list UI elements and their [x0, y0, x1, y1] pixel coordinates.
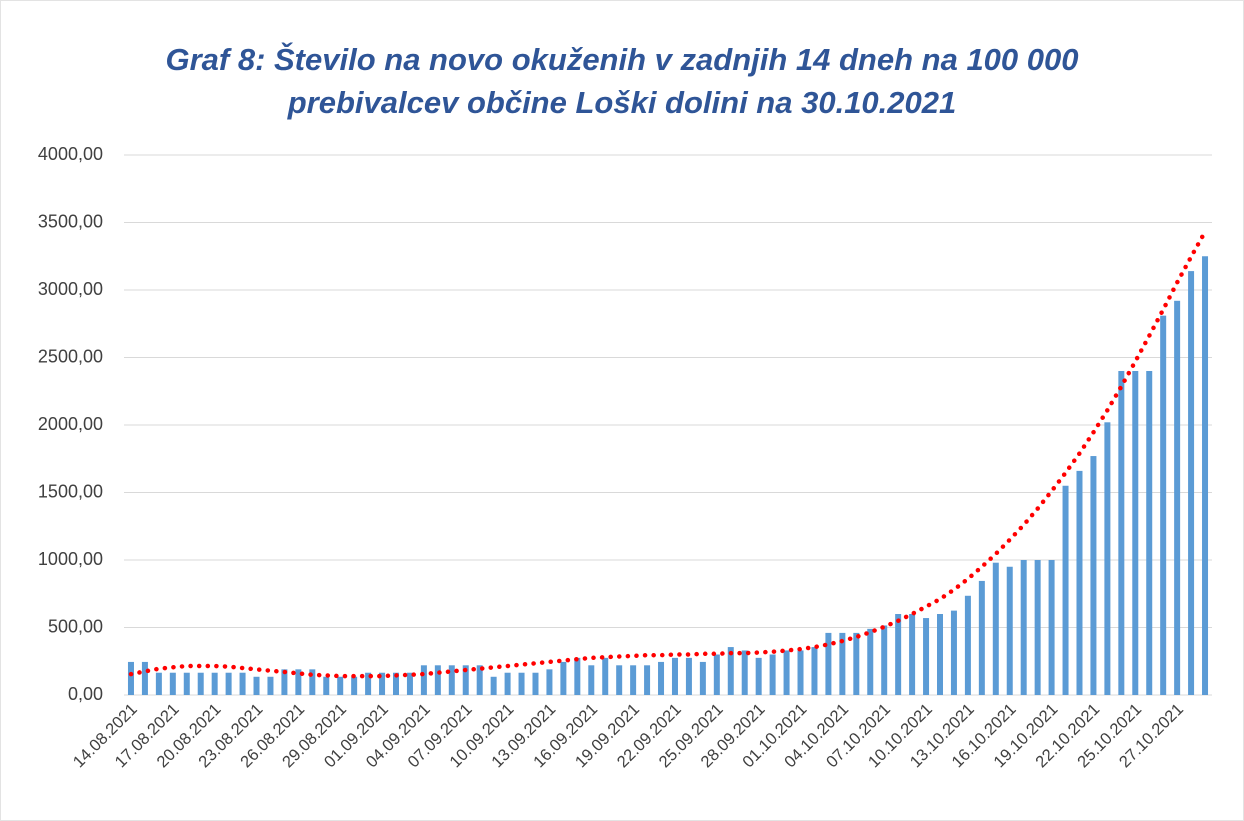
bar: [783, 650, 790, 695]
bar: [1020, 560, 1027, 695]
bar: [797, 650, 804, 695]
chart-title: prebivalcev občine Loški dolini na 30.10…: [287, 85, 957, 120]
y-tick-label: 1000,00: [38, 549, 103, 569]
bar: [365, 672, 372, 695]
chart-title: Graf 8: Število na novo okuženih v zadnj…: [165, 41, 1078, 77]
bar: [127, 661, 134, 695]
bar: [1174, 300, 1181, 695]
bar: [1160, 315, 1167, 695]
bar: [671, 657, 678, 695]
y-tick-label: 500,00: [48, 616, 103, 636]
bar: [574, 657, 581, 695]
bar: [867, 628, 874, 695]
bar: [420, 665, 427, 695]
bar: [379, 672, 386, 695]
bar: [197, 672, 204, 695]
bar: [225, 672, 232, 695]
bar: [978, 580, 985, 695]
bar: [1076, 470, 1083, 695]
y-tick-label: 2000,00: [38, 414, 103, 434]
bar: [532, 672, 539, 695]
bar: [616, 665, 623, 695]
bar: [741, 650, 748, 695]
bar: [560, 661, 567, 695]
bar: [183, 672, 190, 695]
bar: [1132, 371, 1139, 695]
bar: [1062, 485, 1069, 695]
bar: [211, 672, 218, 695]
bar: [1048, 560, 1055, 695]
bar: [406, 672, 413, 695]
bar: [393, 672, 399, 695]
bar: [267, 676, 274, 695]
bar: [811, 647, 818, 695]
bar: [1006, 566, 1013, 695]
bar: [448, 665, 455, 695]
bar: [588, 665, 595, 695]
bar: [950, 610, 957, 695]
bar: [769, 654, 776, 695]
y-tick-label: 3000,00: [38, 279, 103, 299]
bar: [1104, 422, 1111, 695]
y-tick-label: 0,00: [68, 684, 103, 704]
bar: [239, 672, 246, 695]
y-tick-label: 3500,00: [38, 211, 103, 231]
bar: [937, 614, 943, 695]
bar: [337, 676, 344, 695]
bar: [434, 665, 441, 695]
y-tick-label: 1500,00: [38, 481, 103, 501]
bar: [685, 657, 692, 695]
y-tick-label: 4000,00: [38, 144, 103, 164]
bar: [295, 669, 302, 695]
bar: [476, 665, 483, 695]
bar: [923, 618, 930, 695]
bar: [1034, 560, 1041, 695]
bar: [699, 661, 706, 695]
bar: [1090, 456, 1097, 695]
trendline: [128, 229, 1208, 679]
bar: [895, 614, 902, 695]
bar: [253, 676, 260, 695]
bar: [462, 665, 469, 695]
bar: [490, 676, 497, 695]
bar: [1188, 271, 1195, 695]
bar: [839, 632, 846, 695]
bar: [309, 669, 316, 695]
bar: [825, 632, 832, 695]
bar: [909, 614, 916, 695]
bar: [1146, 371, 1153, 695]
bar: [755, 657, 762, 695]
bar: [992, 562, 999, 695]
bar: [658, 661, 665, 695]
bar: [713, 654, 720, 695]
bar: [546, 669, 553, 695]
bar: [630, 665, 637, 695]
bar: [323, 676, 330, 695]
bar: [644, 665, 651, 695]
bar: [504, 672, 511, 695]
bar: [1118, 371, 1125, 695]
bar: [853, 632, 860, 695]
bar: [351, 676, 358, 695]
bar: [727, 647, 734, 695]
y-tick-label: 2500,00: [38, 346, 103, 366]
bar: [169, 672, 176, 695]
bar: [964, 595, 971, 695]
bar: [518, 672, 525, 695]
bar: [881, 625, 888, 695]
bar: [1202, 256, 1209, 695]
bar: [141, 661, 148, 695]
bar: [602, 657, 609, 695]
bar: [155, 672, 162, 695]
bar: [281, 669, 288, 695]
